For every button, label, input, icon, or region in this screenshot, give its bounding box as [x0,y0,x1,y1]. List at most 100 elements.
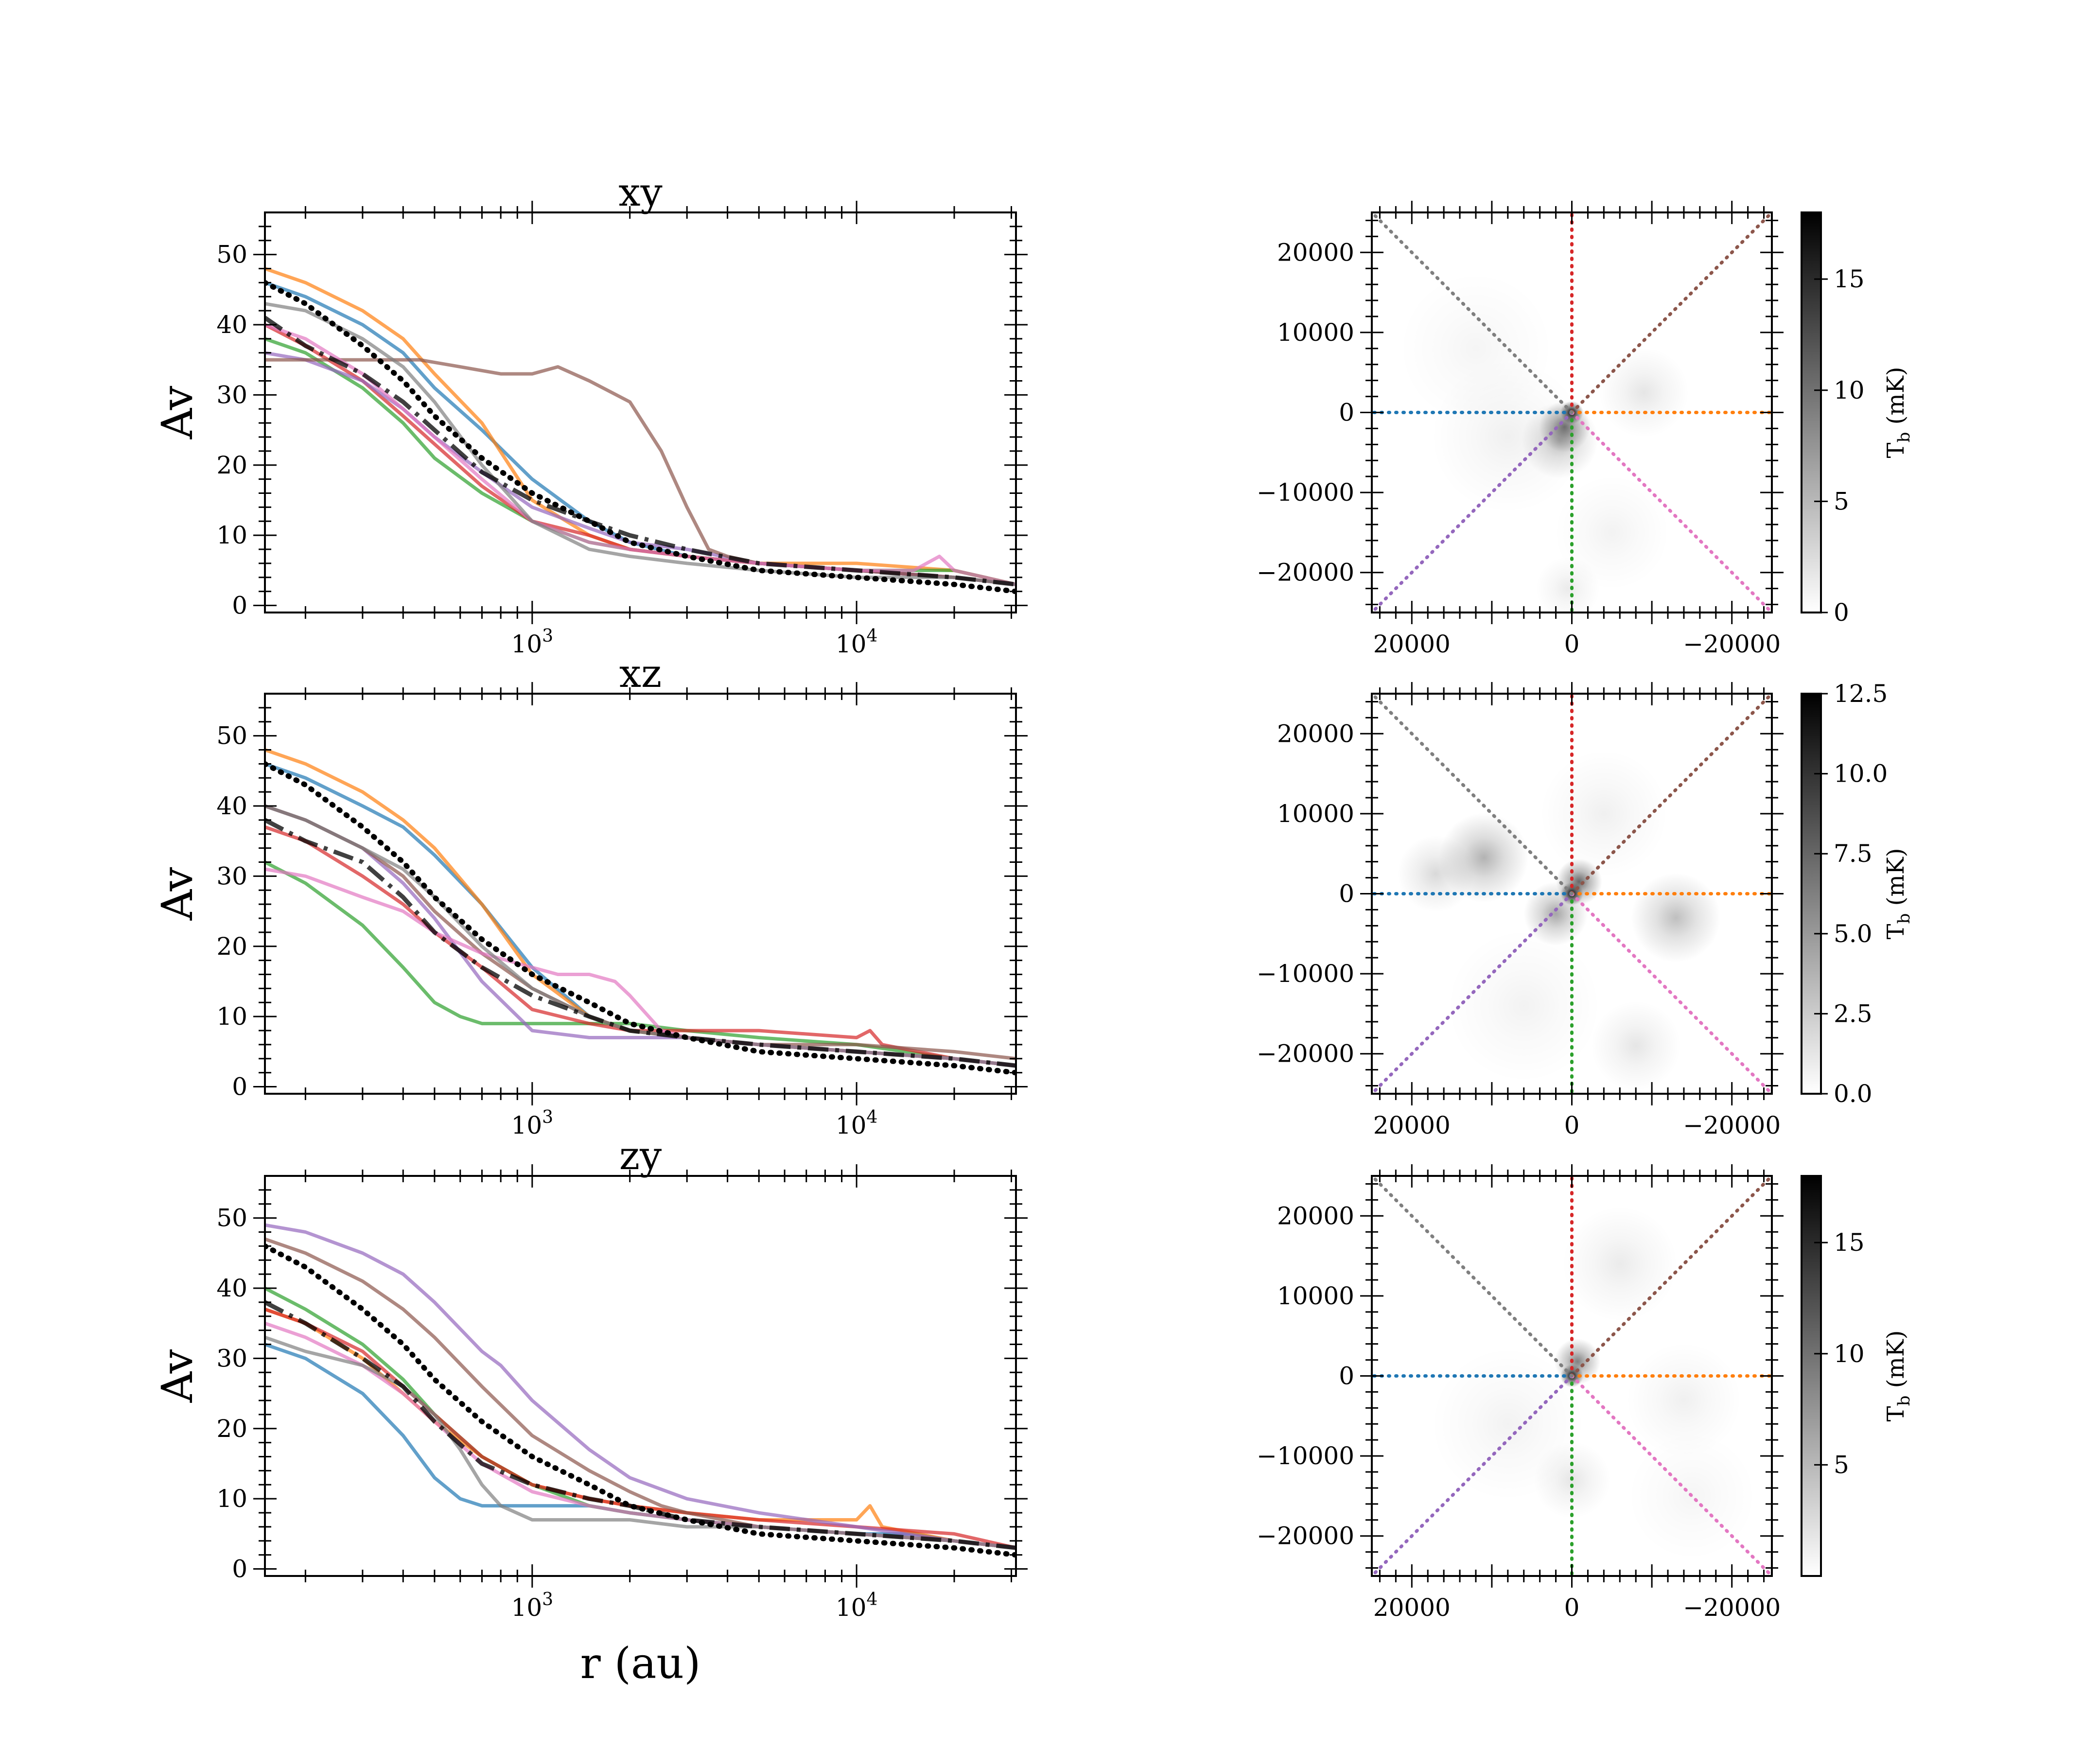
series-line-mean [265,315,1016,587]
colorbar-label-render: Tb (mK) [1882,1330,1914,1422]
series-line-dir-0 [265,281,1016,586]
emission-blob [1554,474,1670,590]
x-tick-label-render: 104 [836,1590,878,1622]
series-line-dir-3 [265,1307,1016,1550]
y-tick-label: 10 [216,1485,247,1513]
x-tick-label: 20000 [1373,1111,1451,1139]
series-line-dir-1 [265,267,1016,586]
y-tick-label: −20000 [1257,1522,1354,1550]
series-line-dir-3 [265,825,1016,1068]
y-tick-label: 10 [216,1002,247,1031]
axes-frame [264,693,1017,1095]
y-tick-label: 40 [216,311,247,339]
series-line-dir-5 [265,1237,1016,1550]
y-tick-label: 0 [1339,880,1354,908]
y-tick-label: 40 [216,1274,247,1302]
y-tick-label: 10 [216,521,247,549]
direction-line-c6 [1570,892,1772,1094]
series-line-dir-6 [265,323,1016,586]
plot-area [265,748,1016,1076]
x-tick-label: −20000 [1683,1593,1781,1622]
colorbar-fill [1801,693,1822,1095]
series-line-mean [265,1300,1016,1550]
series-line-mean [265,818,1016,1068]
y-axis-label: Av [152,1349,202,1403]
y-tick-label: 50 [216,722,247,750]
x-tick-label: 20000 [1373,630,1451,658]
y-tick-label: 30 [216,381,247,409]
y-tick-label: 10000 [1277,800,1354,828]
x-tick-label: 0 [1564,1111,1580,1139]
colorbar-tick-label: 10.0 [1834,760,1888,788]
emission-blob [1631,873,1721,963]
y-tick-label: −10000 [1257,960,1354,988]
x-tick-label: 0 [1564,1593,1580,1622]
direction-line-c5 [1570,1176,1772,1378]
map-area [1372,694,1772,1094]
y-tick-label: 20000 [1277,719,1354,748]
series-line-dir-7 [265,804,1016,1068]
map-panel-3: −20000 −10000 0 10000 20000 20000 0 −20000 5 10 15… [1257,1164,1914,1622]
y-tick-label: 0 [232,592,247,620]
emission-blob [1562,1206,1678,1322]
axes-frame [264,211,1017,613]
direction-line-c6 [1570,411,1772,612]
emission-blob [1554,1338,1601,1385]
direction-line-c7 [1372,694,1574,895]
direction-line-c7 [1372,1176,1574,1378]
series-line-dir-1 [265,748,1016,1068]
series-line-dir-5 [265,804,1016,1061]
y-tick-label: −10000 [1257,1442,1354,1470]
series-line-fit [265,1243,1016,1558]
direction-line-c5 [1570,212,1772,414]
colorbar-tick-label: 5 [1834,487,1849,515]
x-tick-label: 20000 [1373,1593,1451,1622]
emission-blob [1431,1347,1585,1501]
y-tick-label: −20000 [1257,559,1354,587]
colorbar-tick-label: 15 [1834,1228,1865,1257]
y-tick-label: 0 [1339,399,1354,427]
y-tick-label: 50 [216,241,247,269]
y-tick-label: 20000 [1277,238,1354,266]
direction-line-c5 [1570,694,1772,895]
map-area [1372,212,1772,612]
map-panel-2: −20000 −10000 0 10000 20000 20000 0 −20000 0.0 2.… [1257,680,1914,1139]
colorbar-tick-label: 2.5 [1834,999,1872,1028]
series-line-fit [265,280,1016,595]
colorbar-tick-label: 15 [1834,265,1865,293]
x-axis-label: r (au) [580,1638,701,1688]
series-line-dir-1 [265,1307,1016,1550]
x-tick-label: 0 [1564,630,1580,658]
colorbar: 0.02.55.07.510.012.5T_b (mK)Tb (mK) [1801,680,1914,1108]
emission-blob [1397,835,1474,912]
y-tick-label: 30 [216,1344,247,1372]
direction-line-c6 [1570,1374,1772,1576]
panel-title: zy [619,1133,662,1178]
colorbar-fill [1801,1175,1822,1577]
x-tick-label: −20000 [1683,1111,1781,1139]
panel-title: xz [619,651,662,696]
y-tick-label: 0 [232,1555,247,1583]
colorbar-tick-label: 5.0 [1834,920,1872,948]
plot-area [265,267,1016,595]
colorbar-label-render: Tb (mK) [1882,848,1914,940]
x-tick-label-render: 103 [511,1107,554,1139]
emission-blob [1599,348,1689,438]
series-line-dir-4 [265,1223,1016,1550]
colorbar-label-render: Tb (mK) [1882,367,1914,458]
series-line-dir-2 [265,860,1016,1068]
direction-line-c4 [1372,1374,1574,1576]
y-tick-label: 20000 [1277,1202,1354,1230]
y-tick-label: 30 [216,862,247,890]
colorbar-tick-label: 12.5 [1834,680,1888,708]
x-tick-label-render: 104 [836,1107,878,1139]
colorbar-tick-label: 0.0 [1834,1080,1872,1108]
y-tick-label: 40 [216,792,247,820]
y-tick-label: 0 [232,1073,247,1101]
y-axis-label: Av [152,867,202,921]
